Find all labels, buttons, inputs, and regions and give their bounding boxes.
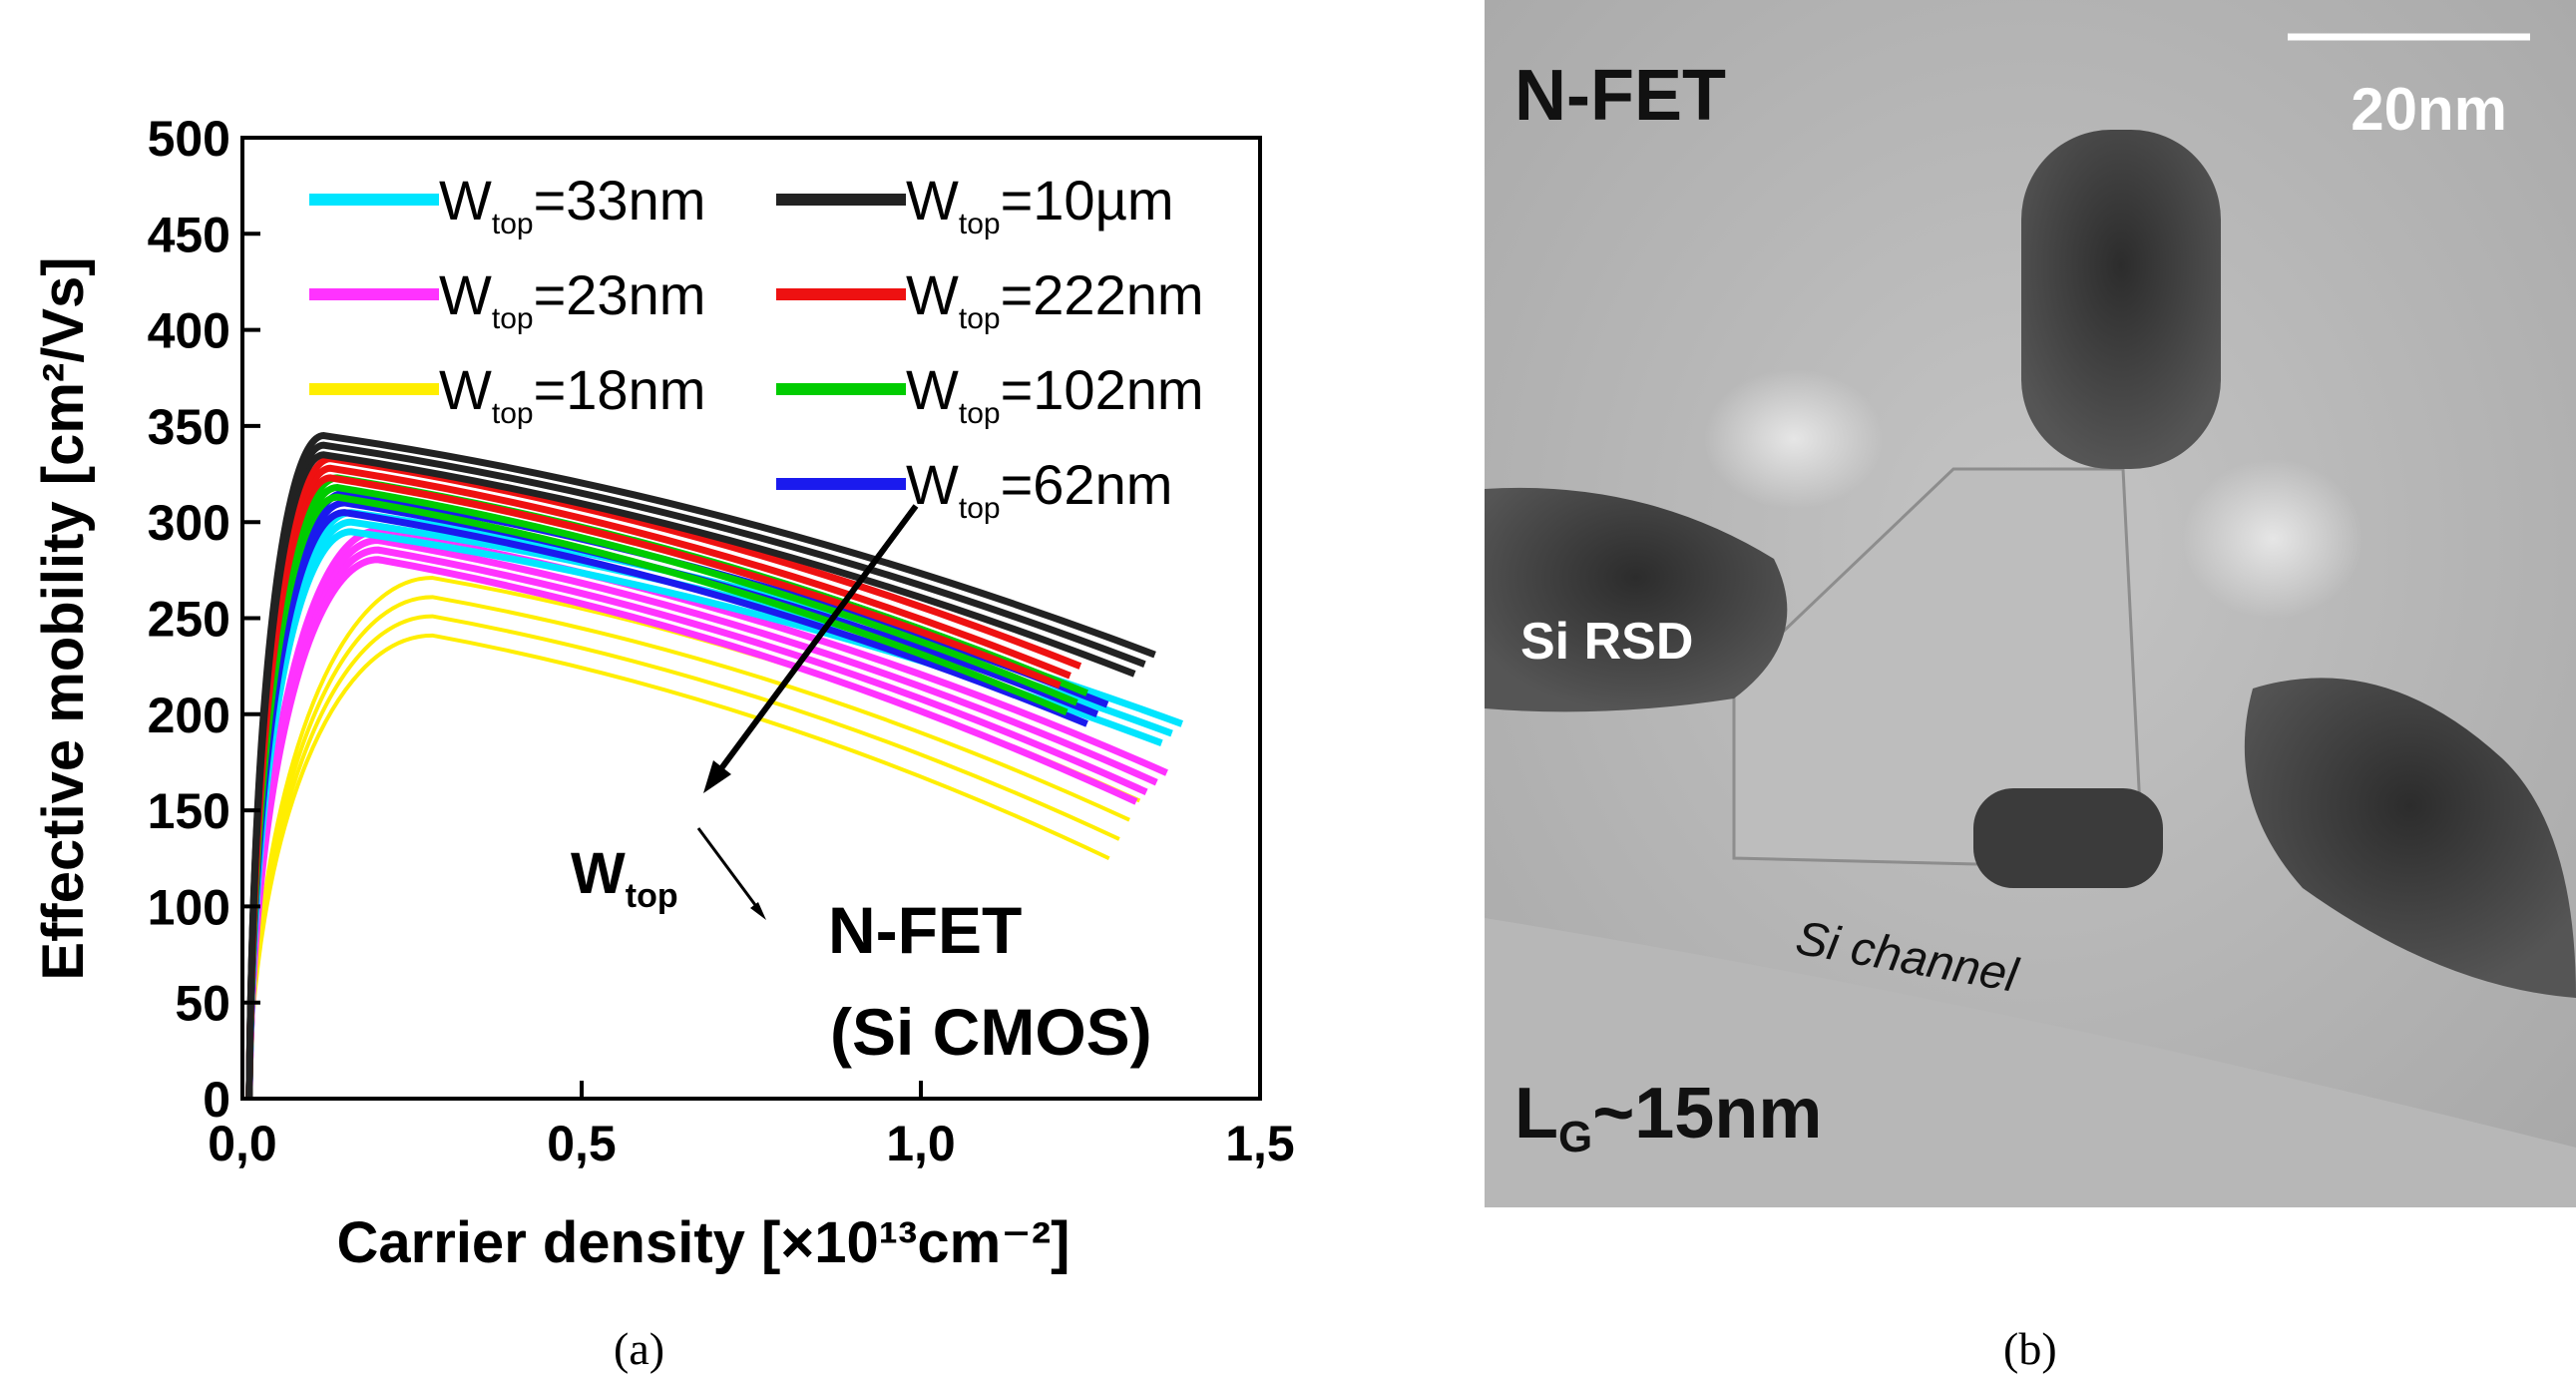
glow-left xyxy=(1704,369,1884,509)
y-tick-label: 400 xyxy=(148,303,230,359)
micrograph-title: N-FET xyxy=(1514,56,1726,136)
legend-label: Wtop=10µm xyxy=(906,169,1173,240)
y-axis-title: Effective mobility [cm²/Vs] xyxy=(31,256,96,980)
trend-arrow-small-head xyxy=(750,902,766,920)
y-tick-label: 200 xyxy=(148,688,230,743)
y-tick-label: 350 xyxy=(148,399,230,455)
right-rsd xyxy=(2244,678,2576,998)
y-tick-label: 500 xyxy=(148,111,230,167)
gate-length-label: LG~15nm xyxy=(1514,1074,1822,1161)
curve-w-top-18nm xyxy=(246,595,1130,1100)
tem-micrograph-panel: 20nm N-FET Si RSD Si channel LG~15nm xyxy=(1485,0,2576,1390)
y-tick-label: 150 xyxy=(148,783,230,839)
legend-label: Wtop=18nm xyxy=(439,358,705,430)
curve-w-top-23nm xyxy=(245,527,1168,1100)
curve-w-top-18nm xyxy=(246,633,1110,1100)
y-tick-label: 250 xyxy=(148,592,230,648)
y-tick-label: 50 xyxy=(175,976,230,1032)
trend-arrow-head xyxy=(703,760,731,793)
y-tick-label: 450 xyxy=(148,207,230,262)
channel-core xyxy=(1973,788,2163,888)
scale-bar-label: 20nm xyxy=(2351,76,2507,143)
left-rsd xyxy=(1485,487,1788,712)
mobility-chart-panel: 0 50 100 150 200 250 300 350 400 450 500 0,0 0,5 1,0 1… xyxy=(31,111,1295,1275)
glow-right xyxy=(2183,459,2362,619)
caption-b: (b) xyxy=(2003,1323,2057,1374)
y-tick-label: 100 xyxy=(148,879,230,935)
trend-label: Wtop xyxy=(571,841,678,915)
x-tick-label: 0,5 xyxy=(547,1116,617,1171)
x-axis-title: Carrier density [×10¹³cm⁻²] xyxy=(337,1210,1071,1275)
trend-arrow-small xyxy=(696,827,763,914)
substrate xyxy=(1485,918,2576,1207)
channel-body xyxy=(1732,467,2145,870)
x-tick-label: 1,0 xyxy=(886,1116,956,1171)
legend-label: Wtop=33nm xyxy=(439,169,705,240)
legend-label: Wtop=222nm xyxy=(906,263,1204,335)
x-tick-label: 1,5 xyxy=(1225,1116,1295,1171)
x-tick-label: 0,0 xyxy=(208,1116,277,1171)
mobility-chart: 0 50 100 150 200 250 300 350 400 450 500 0,0 0,5 1,0 1… xyxy=(31,111,1295,1275)
tem-micrograph: 20nm N-FET Si RSD Si channel LG~15nm xyxy=(1485,0,2576,1207)
si-rsd-label: Si RSD xyxy=(1520,613,1693,671)
legend: Wtop=33nm Wtop=23nm Wtop=18nm Wtop=10µm Wtop… xyxy=(309,169,1204,525)
device-sub-label: (Si CMOS) xyxy=(830,995,1152,1069)
curve-group xyxy=(245,432,1184,1100)
device-label: N-FET xyxy=(828,893,1022,967)
curve-w-top-10µm xyxy=(245,432,1156,1100)
gate-cap xyxy=(2021,130,2221,469)
y-tick-label: 300 xyxy=(148,495,230,551)
trend-arrow-line xyxy=(707,504,919,785)
legend-label: Wtop=23nm xyxy=(439,263,705,335)
tick-group: 0 50 100 150 200 250 300 350 400 450 500 0,0 0,5 1,0 1… xyxy=(148,111,1295,1171)
y-tick-label: 0 xyxy=(203,1072,230,1128)
legend-label: Wtop=62nm xyxy=(906,453,1172,525)
curve-w-top-18nm xyxy=(246,614,1120,1100)
caption-a: (a) xyxy=(614,1323,665,1374)
legend-label: Wtop=102nm xyxy=(906,358,1204,430)
